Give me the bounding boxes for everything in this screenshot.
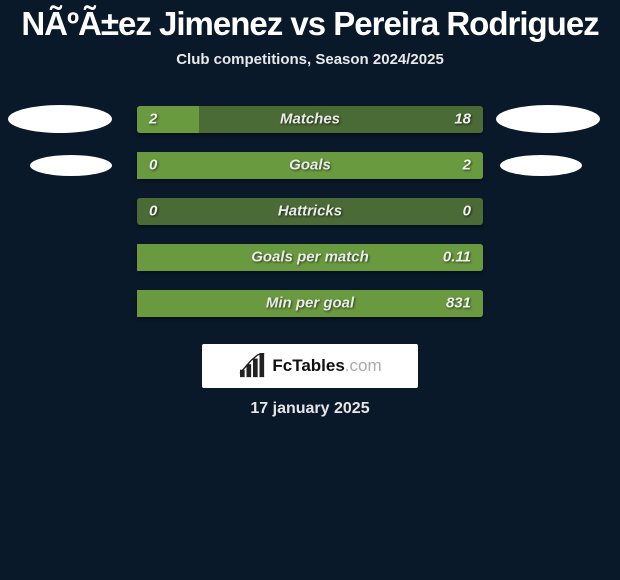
bar-fill <box>137 106 199 133</box>
player-right-badge <box>500 155 582 176</box>
row-min-per-goal: Min per goal 831 <box>0 280 620 326</box>
logo-text: FcTables.com <box>272 356 381 376</box>
stat-label: Hattricks <box>278 203 342 220</box>
matchup-title: NÃºÃ±ez Jimenez vs Pereira Rodriguez <box>0 0 620 51</box>
row-matches: 2 Matches 18 <box>0 96 620 142</box>
stat-label: Matches <box>280 111 340 128</box>
logo-name: FcTables <box>272 356 344 375</box>
value-right: 0.11 <box>443 249 471 266</box>
stat-bar: 0 Goals 2 <box>137 152 483 179</box>
stat-bar: Goals per match 0.11 <box>137 244 483 271</box>
logo-suffix: .com <box>345 356 382 375</box>
logo-badge: FcTables.com <box>202 344 418 388</box>
stats-card: NÃºÃ±ez Jimenez vs Pereira Rodriguez Clu… <box>0 0 620 418</box>
stat-label: Min per goal <box>266 295 354 312</box>
stat-bar: 2 Matches 18 <box>137 106 483 133</box>
player-left-avatar <box>8 105 112 133</box>
date-label: 17 january 2025 <box>0 400 620 418</box>
player-left-badge <box>30 155 112 176</box>
row-goals: 0 Goals 2 <box>0 142 620 188</box>
chart-icon <box>238 353 268 379</box>
row-goals-per-match: Goals per match 0.11 <box>0 234 620 280</box>
stat-bar: Min per goal 831 <box>137 290 483 317</box>
row-hattricks: 0 Hattricks 0 <box>0 188 620 234</box>
value-right: 18 <box>454 111 471 128</box>
value-right: 2 <box>463 157 471 174</box>
player-right-avatar <box>496 105 600 133</box>
stat-bar: 0 Hattricks 0 <box>137 198 483 225</box>
value-left: 0 <box>149 203 157 220</box>
value-left: 2 <box>149 111 157 128</box>
stat-label: Goals <box>289 157 331 174</box>
value-left: 0 <box>149 157 157 174</box>
value-right: 0 <box>463 203 471 220</box>
stat-label: Goals per match <box>251 249 369 266</box>
value-right: 831 <box>446 295 471 312</box>
subtitle: Club competitions, Season 2024/2025 <box>0 51 620 96</box>
